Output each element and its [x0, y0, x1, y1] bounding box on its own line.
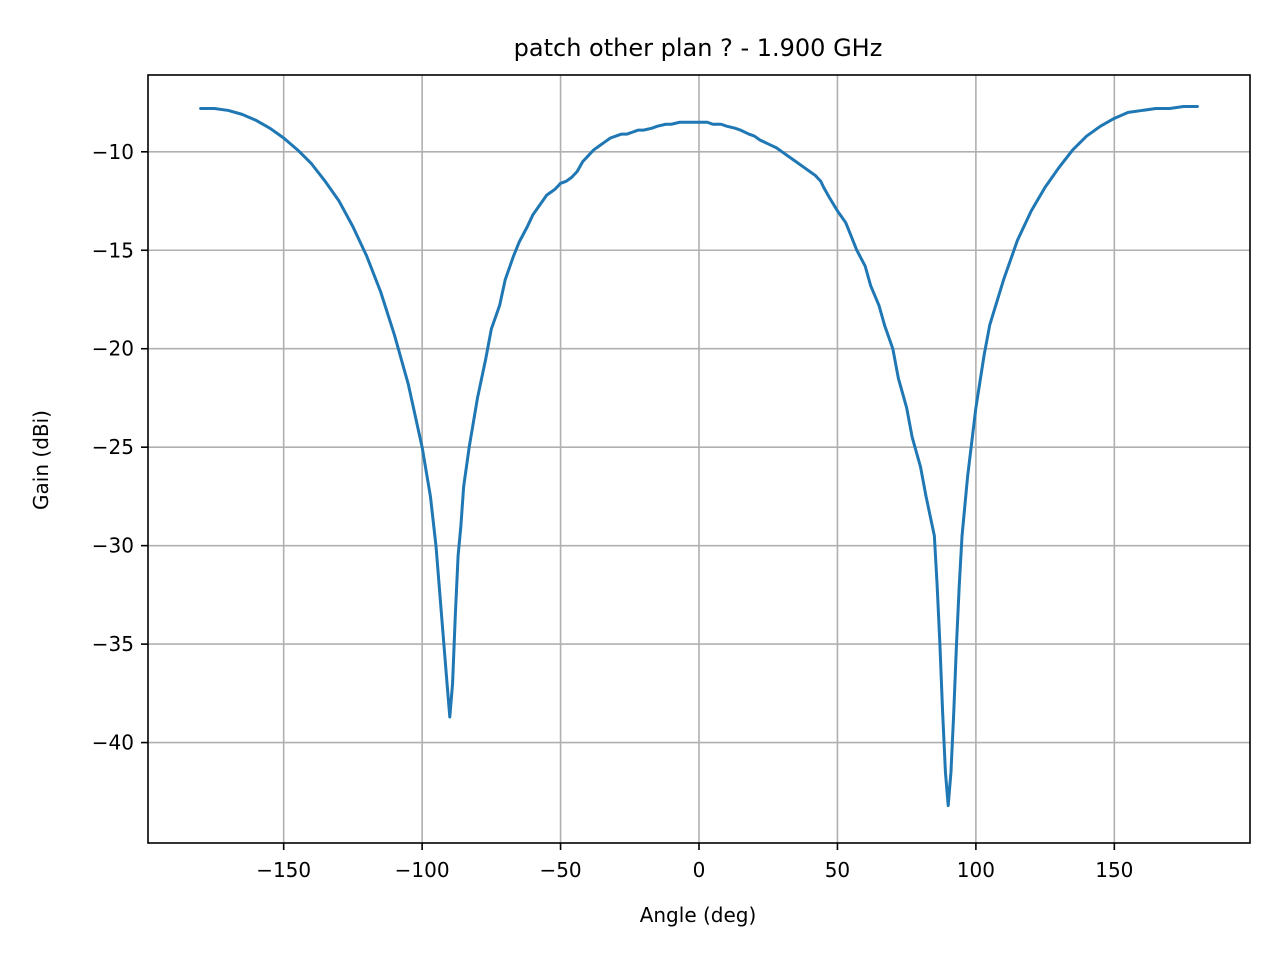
y-tick-label: −20: [92, 337, 134, 361]
y-tick-label: −10: [92, 140, 134, 164]
y-tick-label: −25: [92, 435, 134, 459]
series-group: [199, 105, 1199, 808]
x-tick-label: 150: [1095, 858, 1133, 882]
x-tick-label: −50: [539, 858, 581, 882]
x-axis-ticks: −150 −100 −50 0 50 100 150: [256, 843, 1133, 882]
x-tick-label: 0: [693, 858, 706, 882]
y-tick-label: −40: [92, 731, 134, 755]
x-tick-label: 50: [825, 858, 850, 882]
y-tick-label: −35: [92, 632, 134, 656]
y-axis-title: Gain (dBi): [29, 410, 53, 510]
x-tick-label: 100: [957, 858, 995, 882]
y-axis-ticks: −10 −15 −20 −25 −30 −35 −40: [92, 140, 148, 755]
y-tick-label: −15: [92, 238, 134, 262]
x-axis-title: Angle (deg): [640, 903, 757, 927]
gain-series-line: [199, 105, 1199, 808]
grid-lines: [148, 75, 1250, 843]
x-tick-label: −100: [395, 858, 450, 882]
y-tick-label: −30: [92, 534, 134, 558]
x-tick-label: −150: [256, 858, 311, 882]
chart-title: patch other plan ? - 1.900 GHz: [514, 34, 883, 62]
